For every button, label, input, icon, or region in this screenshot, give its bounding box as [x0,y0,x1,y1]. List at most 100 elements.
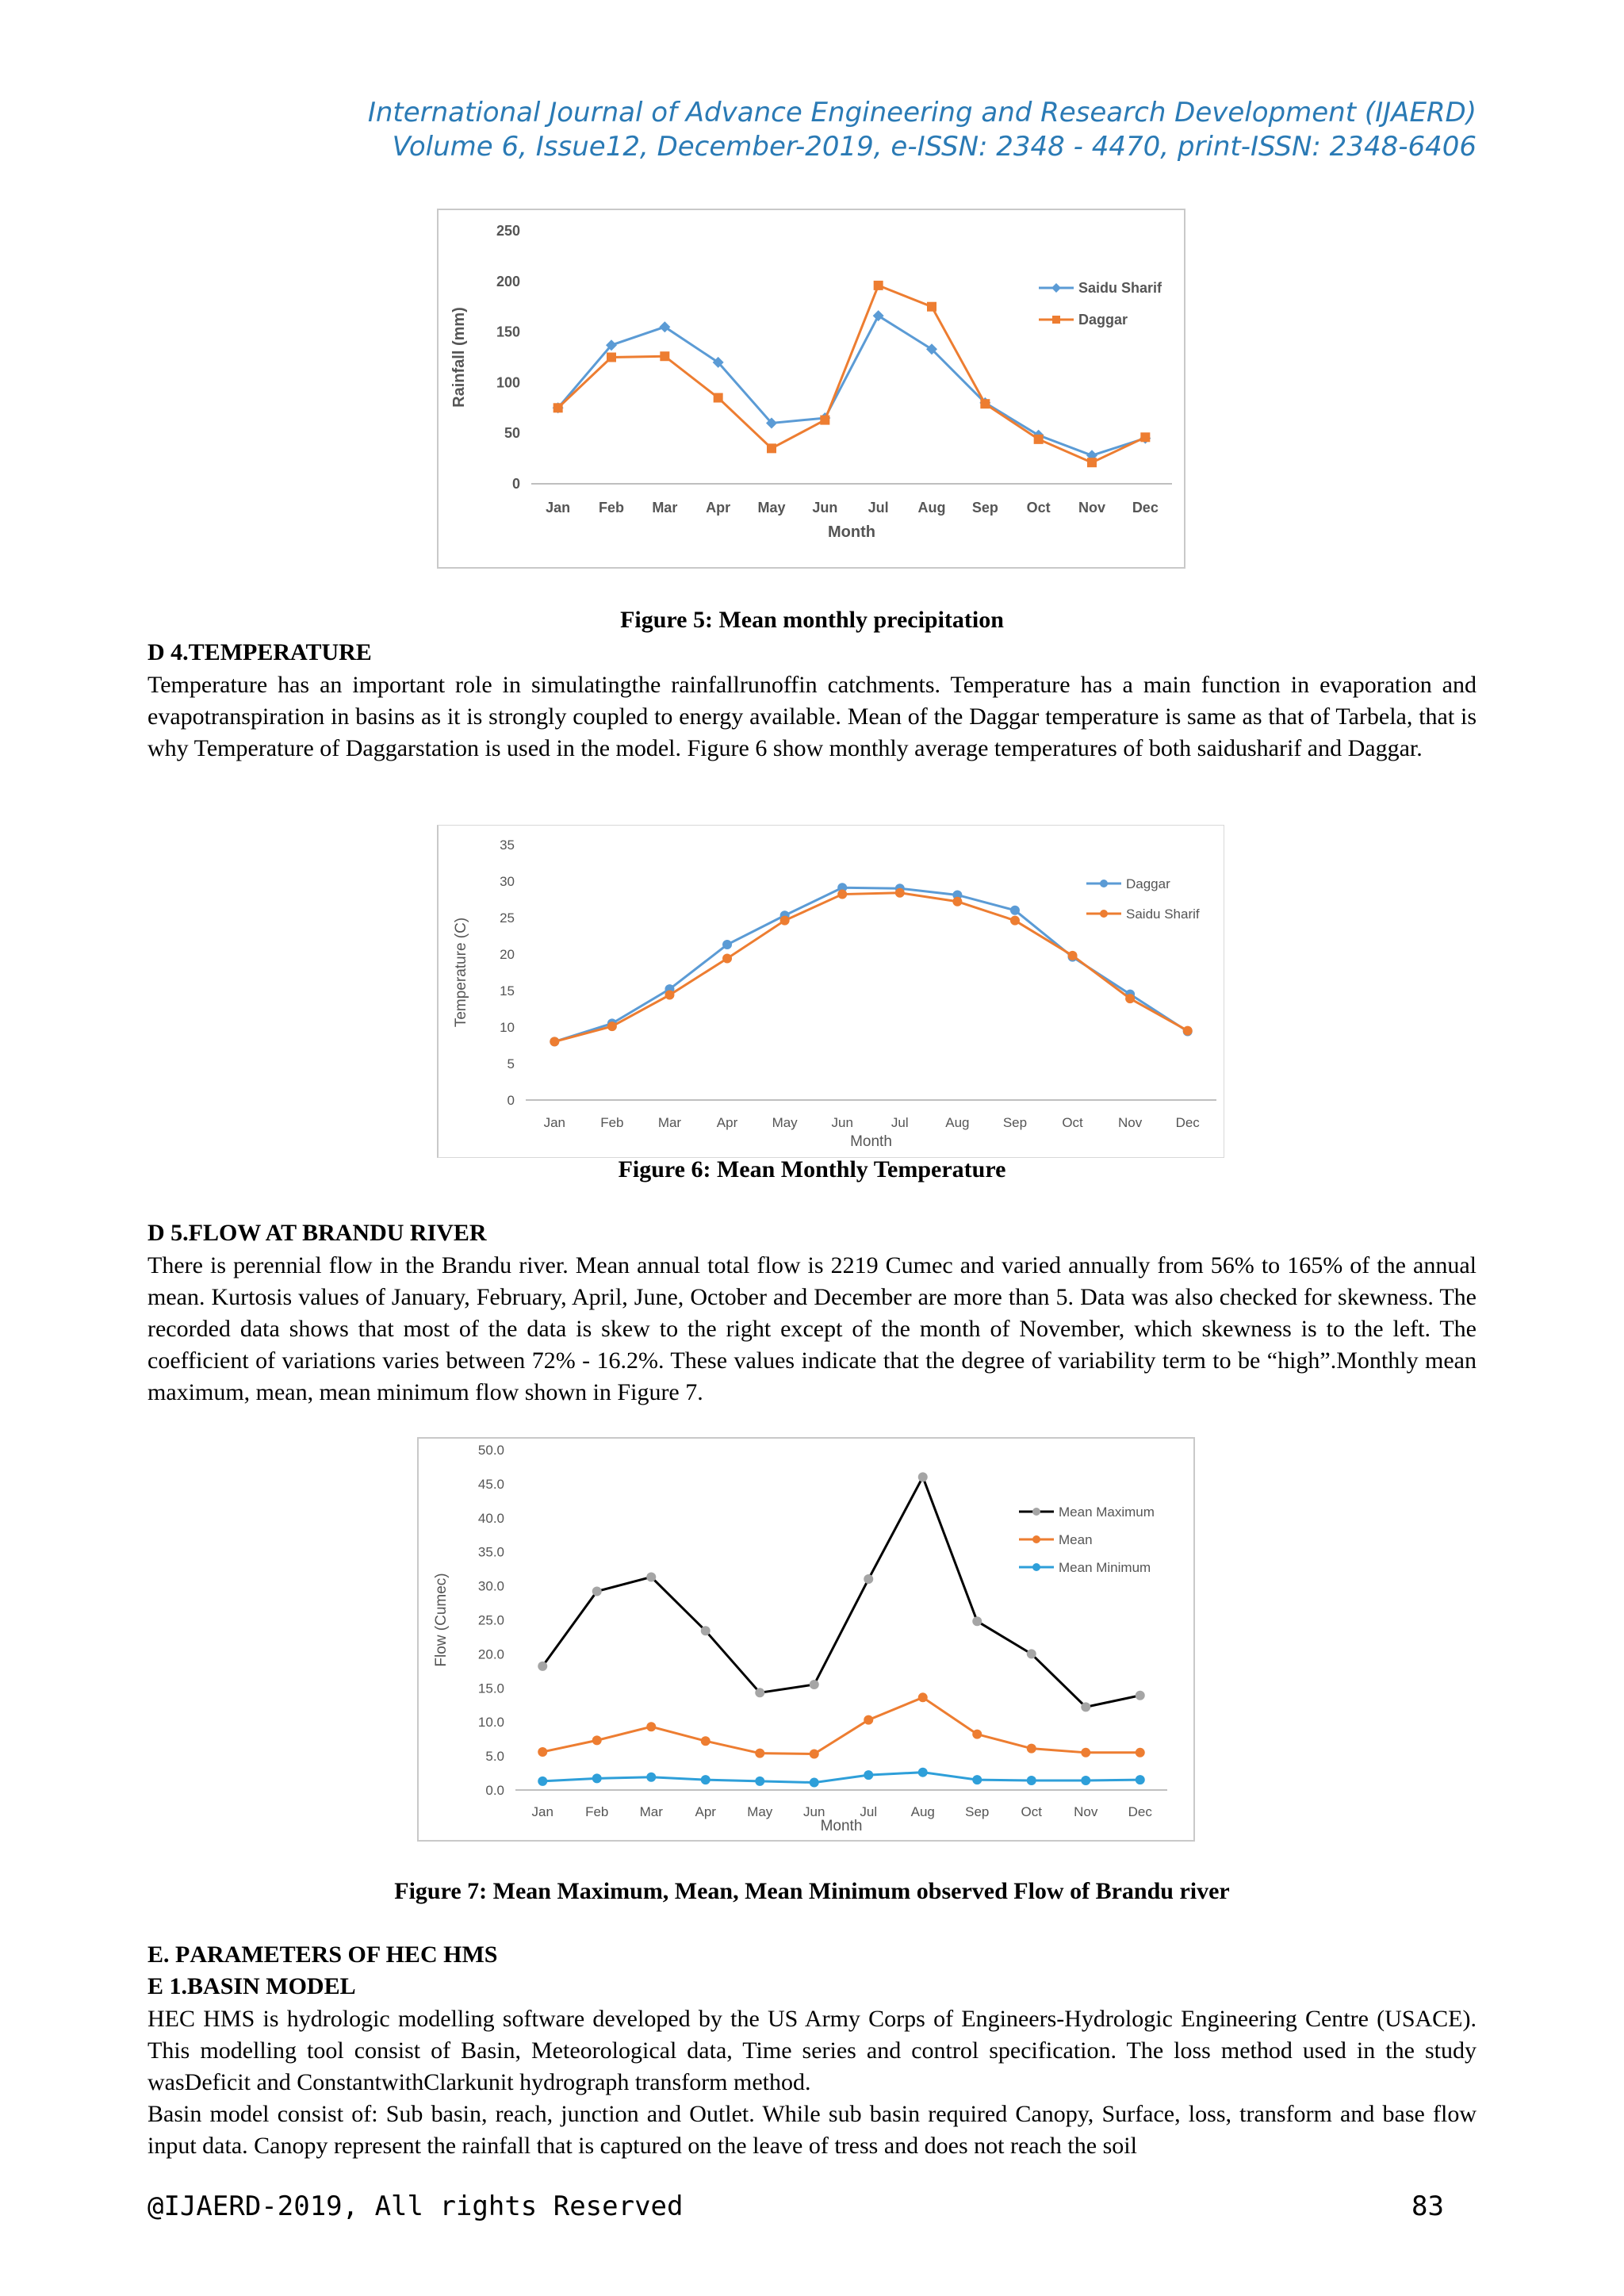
data-point [1067,950,1078,960]
legend-label: Saidu Sharif [1126,907,1200,922]
data-point [538,1776,548,1786]
data-point [952,890,963,900]
data-point [1182,1025,1193,1036]
x-tick-label: Mar [658,1115,682,1130]
y-tick-label: 0.0 [485,1783,504,1798]
data-point [646,1572,657,1582]
x-axis-title: Month [821,1818,863,1834]
x-tick-label: Jul [891,1115,909,1130]
figure-5-chart: 0 50 100 150 200 250 Jan Feb Mar Apr May Jun Jul Aug S… [437,209,1185,569]
data-point [837,883,848,893]
data-point [755,1776,765,1786]
x-tick-label: May [772,1115,799,1130]
y-tick-label: 5.0 [485,1749,504,1764]
y-tick-label: 0 [508,1093,515,1108]
x-tick-label: Dec [1128,1804,1153,1819]
data-point [1081,1702,1091,1712]
data-point [700,1775,710,1785]
y-tick-label: 20.0 [478,1646,504,1662]
data-point [872,310,884,322]
series-line-1 [542,1696,1140,1756]
y-tick-label: 25 [500,910,515,926]
data-point [592,1735,602,1746]
data-point [700,1626,710,1636]
data-point [926,343,937,355]
data-point [755,1748,765,1758]
data-point [553,403,563,413]
data-point [646,1722,657,1732]
data-point [980,399,990,409]
journal-issue: Volume 6, Issue12, December-2019, e-ISSN… [392,131,1477,163]
series-line-2 [542,1771,1140,1784]
data-point [1087,458,1097,468]
flow-chart-svg: 0.0 5.0 10.0 15.0 20.0 25.0 30.0 35.0 40.0 45.0 50… [433,1443,1167,1834]
data-point [607,352,616,362]
series-line-0 [553,886,1189,1043]
data-point [1026,1775,1036,1785]
x-tick-label: Apr [717,1115,738,1130]
y-tick-label: 50 [504,425,520,441]
x-tick-label: Jun [831,1115,852,1130]
data-point [972,1616,982,1627]
data-point [550,1037,560,1047]
legend-label: Daggar [1078,312,1128,328]
data-point [809,1680,819,1690]
series-line-0 [542,1474,1141,1708]
data-point [894,887,905,898]
precipitation-chart-svg: 0 50 100 150 200 250 Jan Feb Mar Apr May Jun Jul Aug S… [450,223,1172,541]
data-point [972,1775,982,1785]
x-tick-label: Jan [544,1115,565,1130]
data-point [538,1746,548,1757]
figure-6-chart: 0 5 10 15 20 25 30 35 Jan Feb Mar Apr May Jun Jul Aug Se… [437,825,1224,1158]
data-point [1033,434,1044,444]
y-tick-label: 20 [500,947,515,962]
y-tick-label: 30 [500,874,515,889]
y-axis-title: Rainfall (mm) [450,307,468,408]
data-point [972,1729,982,1739]
legend-label: Daggar [1126,876,1170,891]
legend-swatch-marker [1100,910,1108,918]
x-tick-label: May [757,500,785,516]
data-point [1135,1775,1145,1785]
data-point [917,1767,928,1777]
x-tick-label: Sep [965,1804,989,1819]
legend-label: Mean Maximum [1059,1504,1155,1520]
data-point [1009,905,1020,915]
data-point [864,1574,874,1585]
temperature-paragraph: Temperature has an important role in sim… [147,672,1477,761]
data-point [1135,1747,1145,1757]
x-tick-label: Nov [1118,1115,1143,1130]
legend-swatch-marker [1032,1563,1040,1571]
data-point [864,1770,874,1780]
data-point [646,1772,657,1782]
data-point [592,1586,602,1596]
x-tick-label: Jan [546,500,570,516]
figure-7-chart: 0.0 5.0 10.0 15.0 20.0 25.0 30.0 35.0 40.0 45.0 50… [417,1437,1195,1842]
data-point [927,301,936,312]
data-point [592,1773,602,1784]
x-tick-label: Mar [640,1804,664,1819]
x-tick-label: Nov [1074,1804,1098,1819]
y-tick-label: 45.0 [478,1477,504,1492]
y-axis-title: Temperature (C) [453,918,469,1027]
data-point [809,1777,819,1788]
x-tick-label: May [747,1804,773,1819]
section-e-heading: E. PARAMETERS OF HEC HMS [147,1941,498,1968]
x-tick-label: Apr [695,1804,717,1819]
data-point [809,1749,819,1759]
data-point [1081,1775,1091,1785]
x-tick-label: Jun [812,500,837,516]
y-tick-label: 10 [500,1020,515,1035]
x-tick-label: Mar [652,500,677,516]
x-tick-label: Aug [945,1115,969,1130]
legend-swatch-marker [1100,880,1108,887]
page-number: 83 [1411,2191,1444,2222]
data-point [917,1472,928,1482]
data-point [864,1715,874,1725]
y-axis-title: Flow (Cumec) [433,1573,450,1666]
data-point [713,393,723,403]
copyright-footer: @IJAERD-2019, All rights Reserved [147,2191,684,2222]
x-tick-label: Nov [1078,500,1105,516]
legend-label: Saidu Sharif [1078,280,1162,296]
y-tick-label: 15.0 [478,1681,504,1696]
